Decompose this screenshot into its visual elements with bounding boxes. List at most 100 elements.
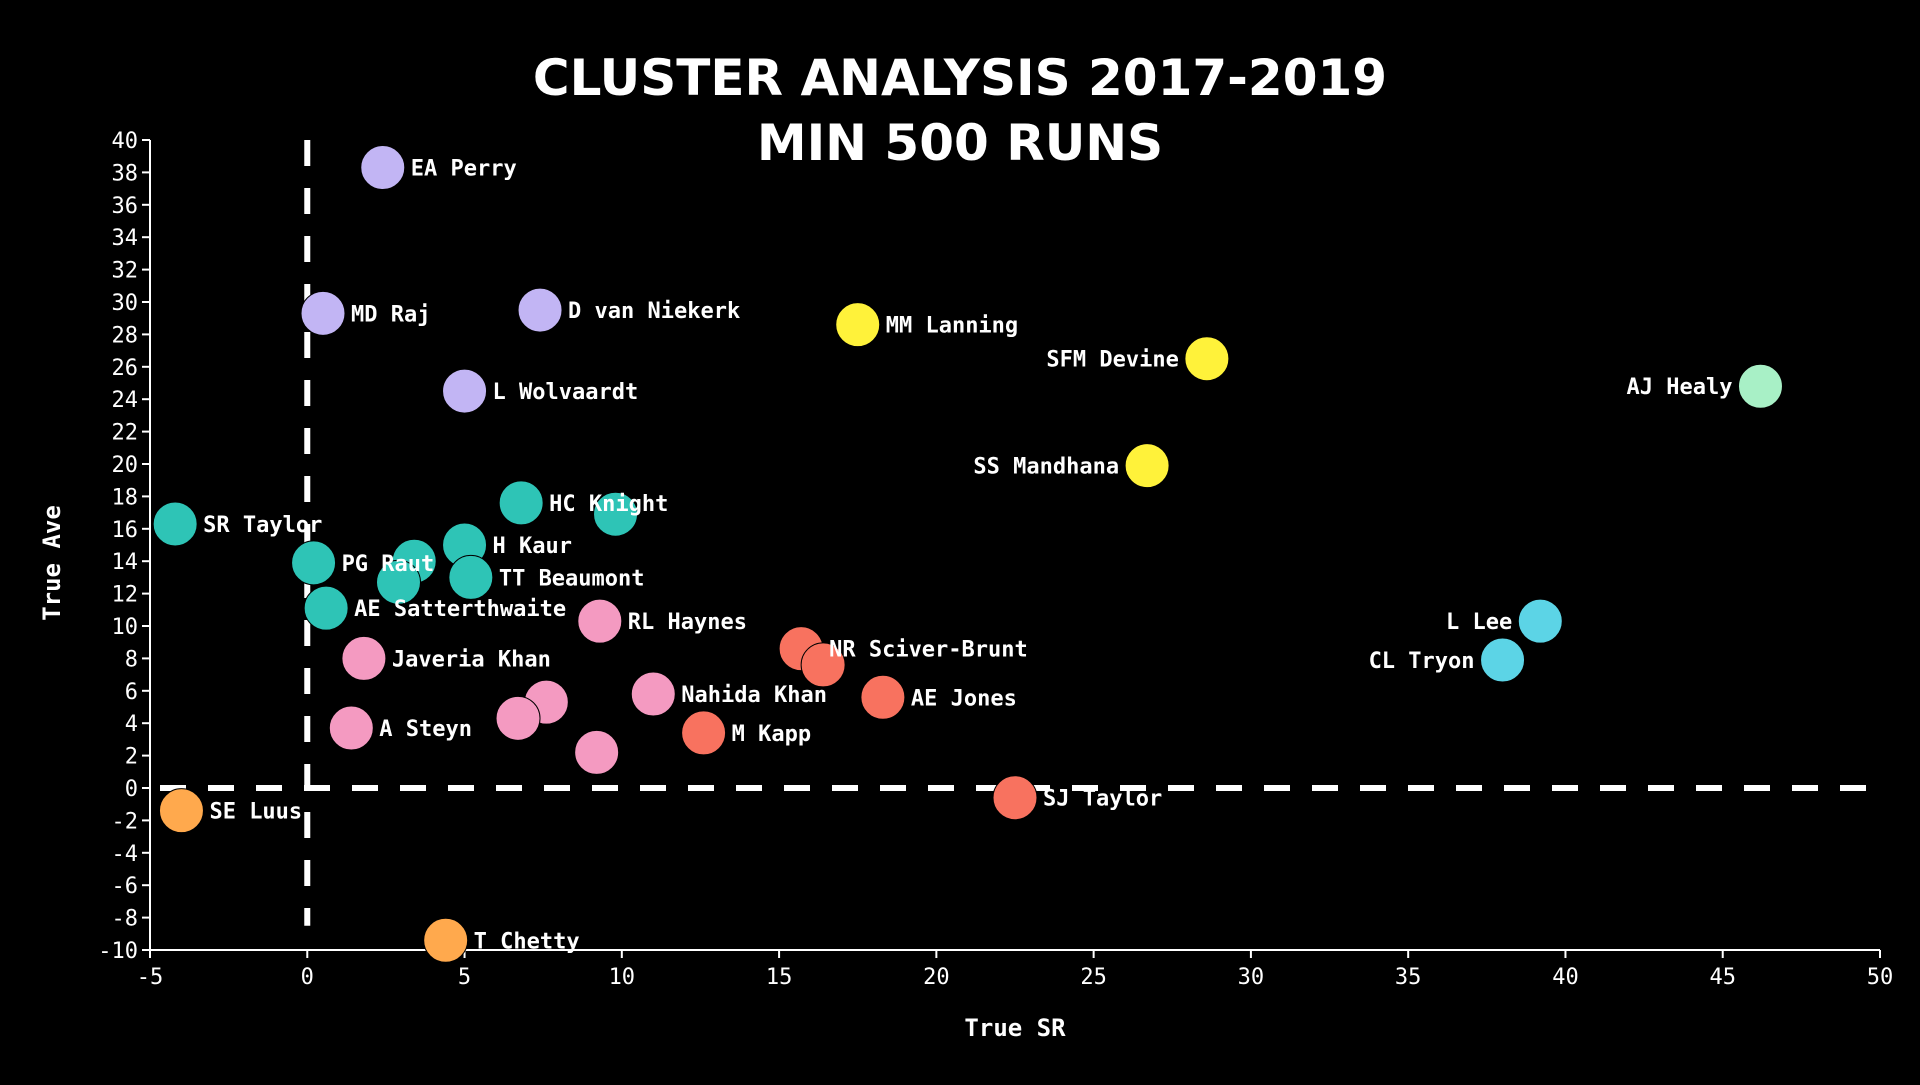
point-label: TT Beaumont [499,566,645,591]
chart-title: CLUSTER ANALYSIS 2017-2019 [533,49,1387,107]
scatter-point[interactable] [158,788,204,834]
scatter-point[interactable] [423,917,469,963]
scatter-point[interactable] [303,585,349,631]
scatter-point[interactable] [1184,336,1230,382]
x-tick-label: 35 [1395,965,1422,990]
scatter-point[interactable] [328,705,374,751]
scatter-point[interactable] [860,674,906,720]
point-label: SFM Devine [1046,348,1178,373]
scatter-point[interactable] [574,729,620,775]
y-tick-label: 26 [112,356,139,381]
y-tick-label: -2 [112,809,139,834]
scatter-point[interactable] [291,540,337,586]
scatter-point[interactable] [375,559,421,605]
x-tick-label: -5 [137,965,164,990]
scatter-point[interactable] [495,695,541,741]
scatter-point[interactable] [681,710,727,756]
point-label: SS Mandhana [973,455,1119,480]
y-tick-label: 10 [112,615,139,640]
y-tick-label: 0 [125,777,138,802]
axes-group: -5 0 5 10 15 20 25 30 35 40 45 50-10-8-6-4-20246810… [98,129,1893,990]
x-tick-label: 0 [301,965,314,990]
point-label: SJ Taylor [1043,787,1162,812]
x-tick-label: 50 [1867,965,1894,990]
point-label: D van Niekerk [568,299,740,324]
point-label: A Steyn [379,717,472,742]
scatter-point[interactable] [517,287,563,333]
scatter-point[interactable] [800,642,846,688]
x-tick-label: 15 [766,965,793,990]
scatter-point[interactable] [630,671,676,717]
scatter-point[interactable] [593,491,639,537]
point-label: AE Jones [911,686,1017,711]
point-label: H Kaur [493,534,572,559]
x-tick-label: 10 [609,965,636,990]
x-tick-label: 30 [1238,965,1265,990]
point-label: RL Haynes [628,610,747,635]
y-tick-label: 34 [112,226,139,251]
y-tick-label: 12 [112,583,139,608]
scatter-point[interactable] [300,290,346,336]
y-tick-label: 4 [125,712,138,737]
point-label: AE Satterthwaite [354,597,566,622]
point-label: EA Perry [411,157,517,182]
scatter-point[interactable] [448,554,494,600]
scatter-point[interactable] [577,598,623,644]
x-tick-label: 5 [458,965,471,990]
point-label: MD Raj [351,302,430,327]
y-tick-label: 30 [112,291,139,316]
point-label: NR Sciver-Brunt [829,638,1028,663]
y-tick-label: 14 [112,550,139,575]
x-tick-label: 20 [923,965,950,990]
scatter-point[interactable] [498,480,544,526]
point-label: SE Luus [209,800,302,825]
point-label: AJ Healy [1627,375,1733,400]
y-tick-label: 24 [112,388,139,413]
y-tick-label: -8 [112,907,139,932]
y-tick-label: -4 [112,842,139,867]
y-axis-title: True Ave [38,505,66,621]
y-tick-label: -6 [112,874,139,899]
point-label: HC Knight [549,492,668,517]
scatter-point[interactable] [1737,363,1783,409]
point-label: Nahida Khan [681,683,827,708]
y-tick-label: 18 [112,485,139,510]
scatter-point[interactable] [1480,637,1526,683]
point-label: L Wolvaardt [493,380,639,405]
y-tick-label: 20 [112,453,139,478]
y-tick-label: 6 [125,680,138,705]
point-labels: EA Perry MD Raj D van Niekerk L Wolvaardt MM… [203,157,1732,955]
point-label: T Chetty [474,929,580,954]
y-tick-label: 8 [125,647,138,672]
y-tick-label: 36 [112,194,139,219]
scatter-point[interactable] [152,501,198,547]
reference-lines [160,140,1880,926]
y-tick-label: 40 [112,129,139,154]
y-tick-label: 28 [112,323,139,348]
y-tick-label: 16 [112,518,139,543]
y-tick-label: 2 [125,745,138,770]
point-label: CL Tryon [1369,649,1475,674]
point-label: Javeria Khan [392,647,551,672]
y-tick-label: -10 [98,939,138,964]
y-tick-label: 38 [112,161,139,186]
x-tick-label: 25 [1080,965,1107,990]
scatter-point[interactable] [442,368,488,414]
scatter-point[interactable] [1517,598,1563,644]
scatter-point[interactable] [835,302,881,348]
point-label: MM Lanning [886,314,1018,339]
data-points [152,145,1783,963]
point-label: SR Taylor [203,513,322,538]
scatter-point[interactable] [341,635,387,681]
point-label: M Kapp [732,722,811,747]
x-tick-label: 40 [1552,965,1579,990]
point-label: L Lee [1446,610,1512,635]
scatter-point[interactable] [1124,443,1170,489]
scatter-point[interactable] [360,145,406,191]
chart-subtitle: MIN 500 RUNS [757,114,1163,172]
y-tick-label: 32 [112,259,139,284]
x-tick-label: 45 [1709,965,1736,990]
scatter-point[interactable] [992,775,1038,821]
